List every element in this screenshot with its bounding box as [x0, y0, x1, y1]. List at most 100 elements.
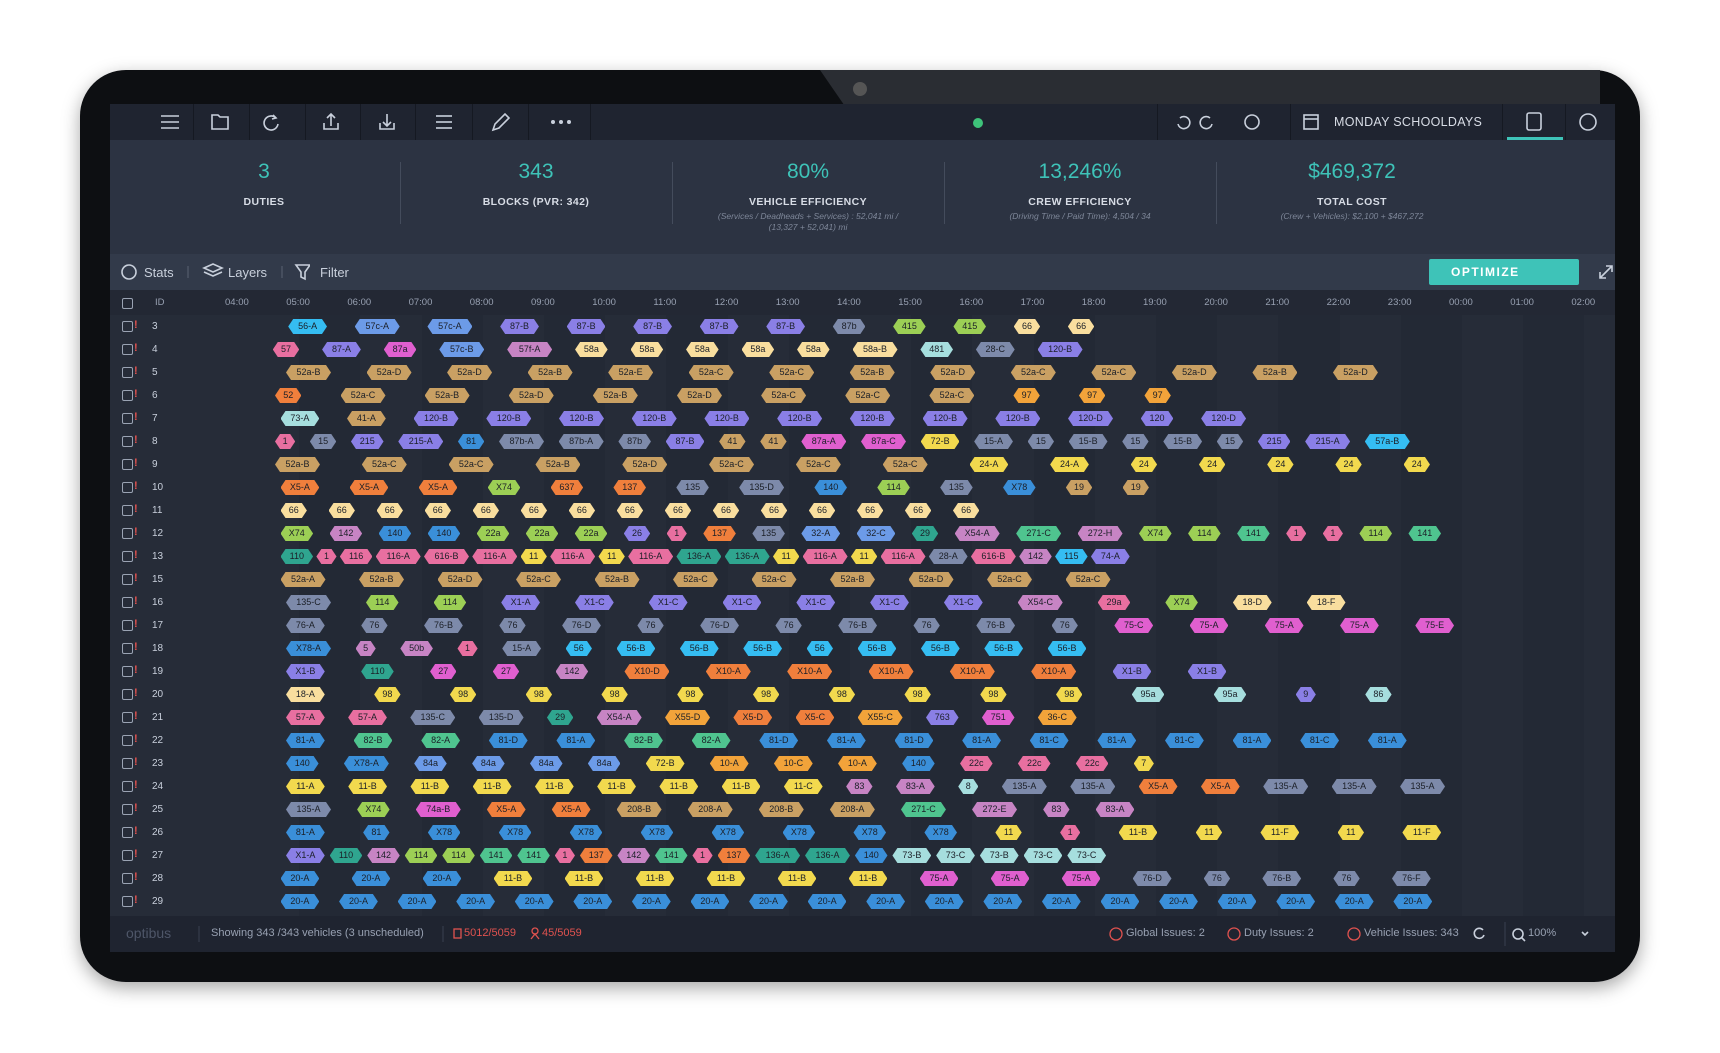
- block[interactable]: 20-A: [398, 894, 437, 909]
- block[interactable]: 98: [829, 687, 855, 702]
- block[interactable]: 76: [775, 618, 801, 633]
- block[interactable]: 271-C: [901, 802, 946, 817]
- block[interactable]: 15-A: [502, 641, 541, 656]
- block[interactable]: 81-D: [489, 733, 528, 748]
- row-checkbox[interactable]: [122, 758, 133, 769]
- schedule-name[interactable]: MONDAY SCHOOLDAYS: [1334, 115, 1483, 129]
- block[interactable]: 142: [617, 848, 650, 863]
- block[interactable]: 481: [920, 342, 953, 357]
- block[interactable]: 114: [1188, 526, 1221, 541]
- block[interactable]: 20-A: [352, 871, 391, 886]
- block[interactable]: 98: [374, 687, 400, 702]
- block[interactable]: 52a-C: [845, 388, 890, 403]
- block[interactable]: 32-A: [801, 526, 840, 541]
- block[interactable]: 66: [569, 503, 595, 518]
- block[interactable]: 76: [361, 618, 387, 633]
- block[interactable]: 81: [458, 434, 484, 449]
- select-all[interactable]: [122, 298, 133, 309]
- block[interactable]: 76-D: [1133, 871, 1172, 886]
- block[interactable]: 20-A: [515, 894, 554, 909]
- block[interactable]: 73-B: [980, 848, 1019, 863]
- block[interactable]: 5: [356, 641, 376, 656]
- block[interactable]: 20-A: [1393, 894, 1432, 909]
- block[interactable]: 142: [1019, 549, 1052, 564]
- block[interactable]: 52a-E: [608, 365, 653, 380]
- block[interactable]: 11: [1338, 825, 1364, 840]
- block[interactable]: 11-B: [1119, 825, 1158, 840]
- block[interactable]: 66: [761, 503, 787, 518]
- block[interactable]: 135-C: [410, 710, 455, 725]
- block[interactable]: 32-C: [857, 526, 896, 541]
- block[interactable]: 66: [665, 503, 691, 518]
- block[interactable]: 24: [1131, 457, 1157, 472]
- block[interactable]: 29: [912, 526, 938, 541]
- block[interactable]: 52a-C: [883, 457, 928, 472]
- block[interactable]: 52a-C: [1011, 365, 1056, 380]
- block[interactable]: 120: [1141, 411, 1174, 426]
- block[interactable]: 22c: [1018, 756, 1051, 771]
- block[interactable]: 76-A: [286, 618, 325, 633]
- block[interactable]: 98: [904, 687, 930, 702]
- block[interactable]: X74: [488, 480, 521, 495]
- block[interactable]: 84a: [472, 756, 505, 771]
- block[interactable]: 56: [566, 641, 592, 656]
- block[interactable]: 52a-C: [449, 457, 494, 472]
- block[interactable]: 87b: [618, 434, 651, 449]
- block[interactable]: 11: [851, 549, 877, 564]
- block[interactable]: 56-B: [858, 641, 897, 656]
- block[interactable]: X5-A: [281, 480, 320, 495]
- block[interactable]: 120-B: [632, 411, 677, 426]
- block[interactable]: 57-A: [286, 710, 325, 725]
- block[interactable]: 18-F: [1307, 595, 1346, 610]
- block[interactable]: 135-A: [286, 802, 331, 817]
- block[interactable]: 11-B: [473, 779, 512, 794]
- block[interactable]: 75-A: [920, 871, 959, 886]
- block[interactable]: 56-B: [680, 641, 719, 656]
- block[interactable]: 20-A: [808, 894, 847, 909]
- block[interactable]: X1-C: [796, 595, 835, 610]
- block[interactable]: 208-A: [830, 802, 875, 817]
- block[interactable]: 120-B: [486, 411, 531, 426]
- block[interactable]: 1: [555, 848, 575, 863]
- block[interactable]: 86: [1365, 687, 1391, 702]
- block[interactable]: 41-A: [347, 411, 386, 426]
- block[interactable]: 52a-C: [752, 572, 797, 587]
- block[interactable]: X78-A: [344, 756, 389, 771]
- block[interactable]: 135-C: [286, 595, 331, 610]
- block[interactable]: 1: [275, 434, 295, 449]
- block[interactable]: 58a: [742, 342, 775, 357]
- block[interactable]: 135-A: [1332, 779, 1377, 794]
- block[interactable]: X1-C: [649, 595, 688, 610]
- block[interactable]: 66: [281, 503, 307, 518]
- block[interactable]: 81-C: [1165, 733, 1204, 748]
- row-checkbox[interactable]: [122, 666, 133, 677]
- block[interactable]: 135: [676, 480, 709, 495]
- block[interactable]: 52a-C: [362, 457, 407, 472]
- block[interactable]: 66: [953, 503, 979, 518]
- block[interactable]: 58a: [797, 342, 830, 357]
- block[interactable]: X55-C: [858, 710, 903, 725]
- block[interactable]: 9: [1296, 687, 1316, 702]
- block[interactable]: X54-A: [597, 710, 642, 725]
- tab[interactable]: Filter: [320, 265, 349, 280]
- block[interactable]: 81-A: [286, 733, 325, 748]
- duty-issues[interactable]: Duty Issues: 2: [1244, 927, 1314, 939]
- block[interactable]: 135-D: [739, 480, 784, 495]
- block[interactable]: 87-B: [766, 319, 805, 334]
- block[interactable]: 1: [1060, 825, 1080, 840]
- block[interactable]: 81-A: [1368, 733, 1407, 748]
- block[interactable]: 28-A: [929, 549, 968, 564]
- block[interactable]: 76-B: [1262, 871, 1301, 886]
- block[interactable]: 74-A: [1091, 549, 1130, 564]
- block[interactable]: 52a-C: [796, 457, 841, 472]
- block[interactable]: 751: [982, 710, 1015, 725]
- block[interactable]: 87-A: [322, 342, 361, 357]
- block[interactable]: 36-C: [1038, 710, 1077, 725]
- block[interactable]: 41: [719, 434, 745, 449]
- block[interactable]: 136-A: [805, 848, 850, 863]
- block[interactable]: 52a-B: [286, 365, 331, 380]
- block[interactable]: 81-D: [895, 733, 934, 748]
- block[interactable]: 110: [361, 664, 394, 679]
- block[interactable]: 52a-D: [1333, 365, 1378, 380]
- block[interactable]: 11: [598, 549, 624, 564]
